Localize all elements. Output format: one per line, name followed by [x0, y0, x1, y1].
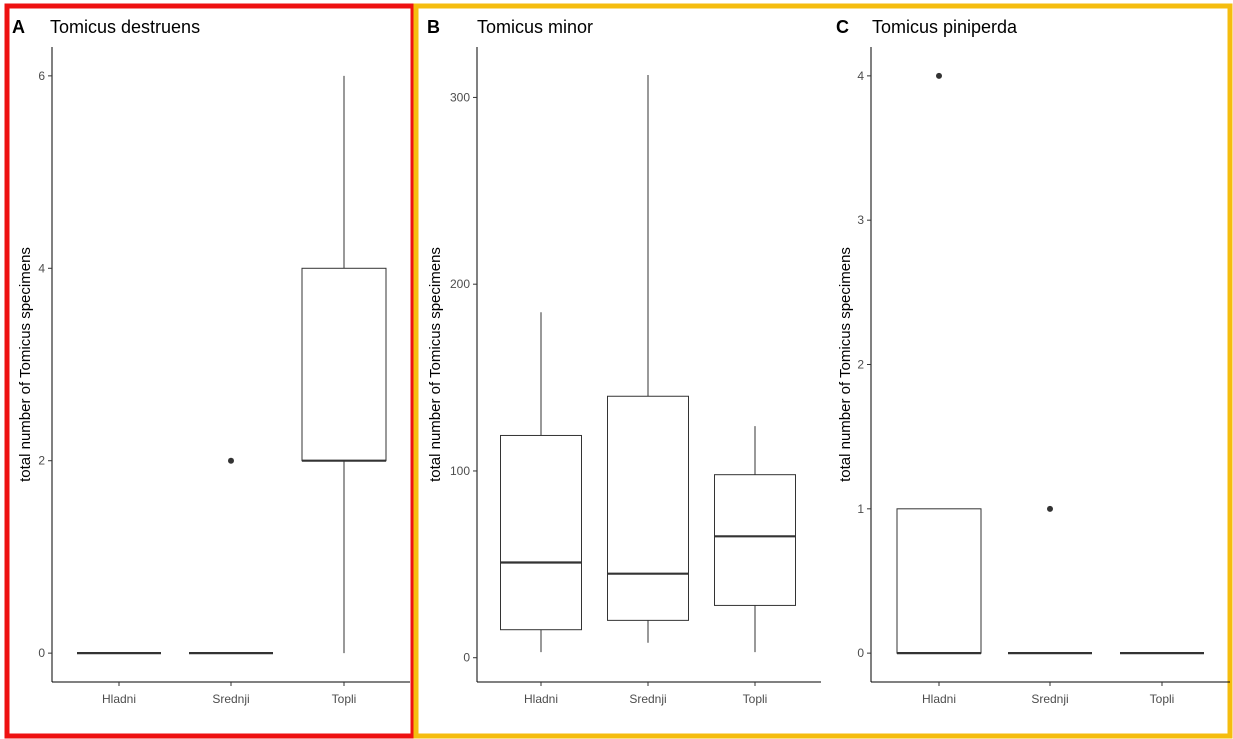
x-tick-label: Hladni — [524, 692, 558, 706]
box-srednji — [189, 457, 273, 655]
y-tick-label: 2 — [38, 454, 45, 468]
y-tick-label: 4 — [38, 261, 45, 275]
y-tick-label: 4 — [857, 69, 864, 83]
y-tick-label: 0 — [463, 651, 470, 665]
x-tick-label: Hladni — [102, 692, 136, 706]
panel-b: B Tomicus minor total number of Tomicus sp… — [413, 3, 1233, 739]
y-tick-label: 6 — [38, 69, 45, 83]
y-axis-label: total number of Tomicus specimens — [837, 247, 854, 482]
x-tick-label: Topli — [1150, 692, 1175, 706]
box-srednji — [607, 75, 689, 643]
box-hladni — [500, 312, 582, 653]
box-srednji — [1008, 505, 1092, 655]
y-tick-label: 200 — [450, 277, 470, 291]
y-tick-label: 0 — [38, 646, 45, 660]
x-tick-label: Topli — [332, 692, 357, 706]
box-iqr — [500, 434, 582, 631]
chart-title: Tomicus minor — [477, 17, 593, 37]
box-iqr — [607, 395, 689, 621]
y-axis-label: total number of Tomicus specimens — [17, 247, 34, 482]
panel-frame — [413, 3, 1233, 739]
box-iqr — [896, 508, 982, 654]
panel-c: C Tomicus piniperda total number of Tomicu… — [836, 17, 1230, 706]
y-axis-label: total number of Tomicus specimens — [427, 247, 444, 482]
panel-tag: C — [836, 17, 849, 37]
x-tick-label: Topli — [743, 692, 768, 706]
y-tick-label: 2 — [857, 358, 864, 372]
chart-title: Tomicus destruens — [50, 17, 200, 37]
y-tick-label: 3 — [857, 213, 864, 227]
chart-title: Tomicus piniperda — [872, 17, 1018, 37]
y-tick-label: 100 — [450, 464, 470, 478]
x-tick-label: Srednji — [629, 692, 666, 706]
outlier-point — [1047, 505, 1053, 512]
panel-tag: B — [427, 17, 440, 37]
panel-frame — [4, 3, 416, 739]
panel-a: A Tomicus destruens total number of Tomicu… — [4, 3, 416, 739]
x-tick-label: Srednji — [212, 692, 249, 706]
y-tick-label: 300 — [450, 90, 470, 104]
box-hladni — [896, 72, 982, 655]
box-topli — [714, 426, 796, 653]
outlier-point — [936, 72, 942, 79]
y-tick-label: 1 — [857, 502, 864, 516]
x-tick-label: Srednji — [1031, 692, 1068, 706]
box-topli — [301, 75, 387, 654]
outlier-point — [228, 457, 234, 464]
box-iqr — [301, 267, 387, 462]
panel-tag: A — [12, 17, 25, 37]
x-tick-label: Hladni — [922, 692, 956, 706]
box-iqr — [714, 474, 796, 606]
y-tick-label: 0 — [857, 646, 864, 660]
